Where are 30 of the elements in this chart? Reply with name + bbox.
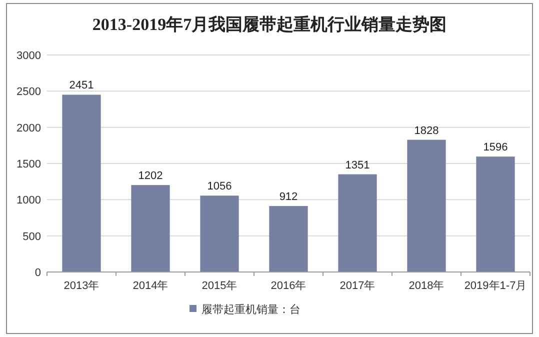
y-tick-label: 2500 <box>16 86 41 98</box>
y-tick-label: 500 <box>22 230 41 243</box>
legend-label: 履带起重机销量：台 <box>202 303 300 316</box>
data-label: 1202 <box>138 170 163 182</box>
y-tick-label: 2000 <box>16 122 41 134</box>
data-label: 1828 <box>414 124 439 137</box>
y-tick-label: 1000 <box>16 194 41 207</box>
x-tick-label: 2017年 <box>340 280 376 292</box>
data-label: 2451 <box>69 80 94 92</box>
data-label: 1596 <box>483 142 508 154</box>
bar <box>338 174 377 272</box>
data-label: 912 <box>279 191 298 204</box>
bar <box>131 185 170 272</box>
y-tick-label: 0 <box>34 267 41 279</box>
data-label: 1351 <box>345 159 370 172</box>
bar <box>200 196 239 272</box>
bar <box>62 94 101 272</box>
bar <box>476 156 515 272</box>
bar <box>269 206 308 272</box>
y-tick-label: 1500 <box>16 158 41 170</box>
chart-title: 2013-2019年7月我国履带起重机行业销量走势图 <box>92 15 447 34</box>
x-tick-label: 2016年 <box>270 280 306 292</box>
x-tick-label: 2015年 <box>202 280 238 292</box>
y-tick-label: 3000 <box>16 50 41 62</box>
x-tick-label: 2014年 <box>132 280 168 292</box>
x-tick-label: 2018年 <box>408 280 444 292</box>
data-label: 1056 <box>207 180 232 193</box>
bar <box>407 140 446 272</box>
x-tick-label: 2013年 <box>64 280 100 292</box>
x-tick-label: 2019年1-7月 <box>464 280 527 292</box>
